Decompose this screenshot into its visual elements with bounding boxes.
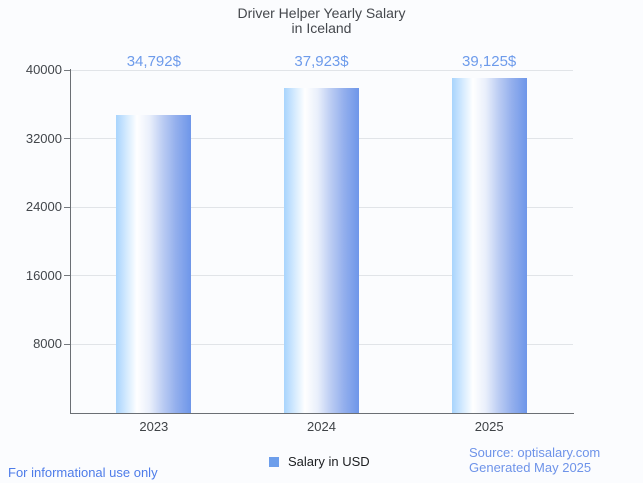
y-axis-label-24000: 24000 (25, 199, 62, 215)
x-axis-label-2023: 2023 (139, 419, 169, 434)
y-axis-tick-16000 (64, 275, 70, 277)
y-axis-label-40000: 40000 (25, 62, 62, 77)
chart-title-line2: in Iceland (291, 20, 352, 36)
gridline-40000 (70, 69, 573, 71)
legend-label: Salary in USD (288, 454, 370, 469)
legend: Salary in USD (269, 454, 370, 469)
generated-date: Generated May 2025 (469, 460, 592, 475)
y-axis-tick-40000 (64, 69, 70, 71)
y-axis-tick-8000 (64, 343, 70, 345)
y-axis-label-32000: 32000 (25, 130, 62, 146)
bar-2024[interactable] (284, 88, 359, 413)
value-label-2023: 34,792$ (126, 53, 181, 70)
y-axis-label-8000: 8000 (33, 336, 62, 352)
chart-title: Driver Helper Yearly Salary in Iceland (0, 6, 643, 36)
value-label-2024: 37,923$ (294, 53, 349, 70)
y-axis-line (70, 69, 71, 414)
bar-2023[interactable] (116, 115, 192, 413)
disclaimer-text: For informational use only (8, 465, 158, 480)
x-axis-label-2025: 2025 (474, 419, 504, 434)
legend-marker-icon (269, 456, 279, 467)
source-attribution: Source: optisalary.com Generated May 202… (469, 445, 600, 475)
y-axis-tick-24000 (64, 206, 70, 208)
x-axis-label-2024: 2024 (307, 419, 336, 434)
y-axis-tick-32000 (64, 138, 70, 140)
y-axis-label-16000: 16000 (25, 267, 62, 283)
source-link[interactable]: Source: optisalary.com (469, 445, 601, 460)
x-axis-line (70, 413, 574, 414)
chart-title-line1: Driver Helper Yearly Salary (237, 5, 406, 21)
value-label-2025: 39,125$ (462, 53, 517, 70)
bar-2025[interactable] (451, 78, 527, 413)
